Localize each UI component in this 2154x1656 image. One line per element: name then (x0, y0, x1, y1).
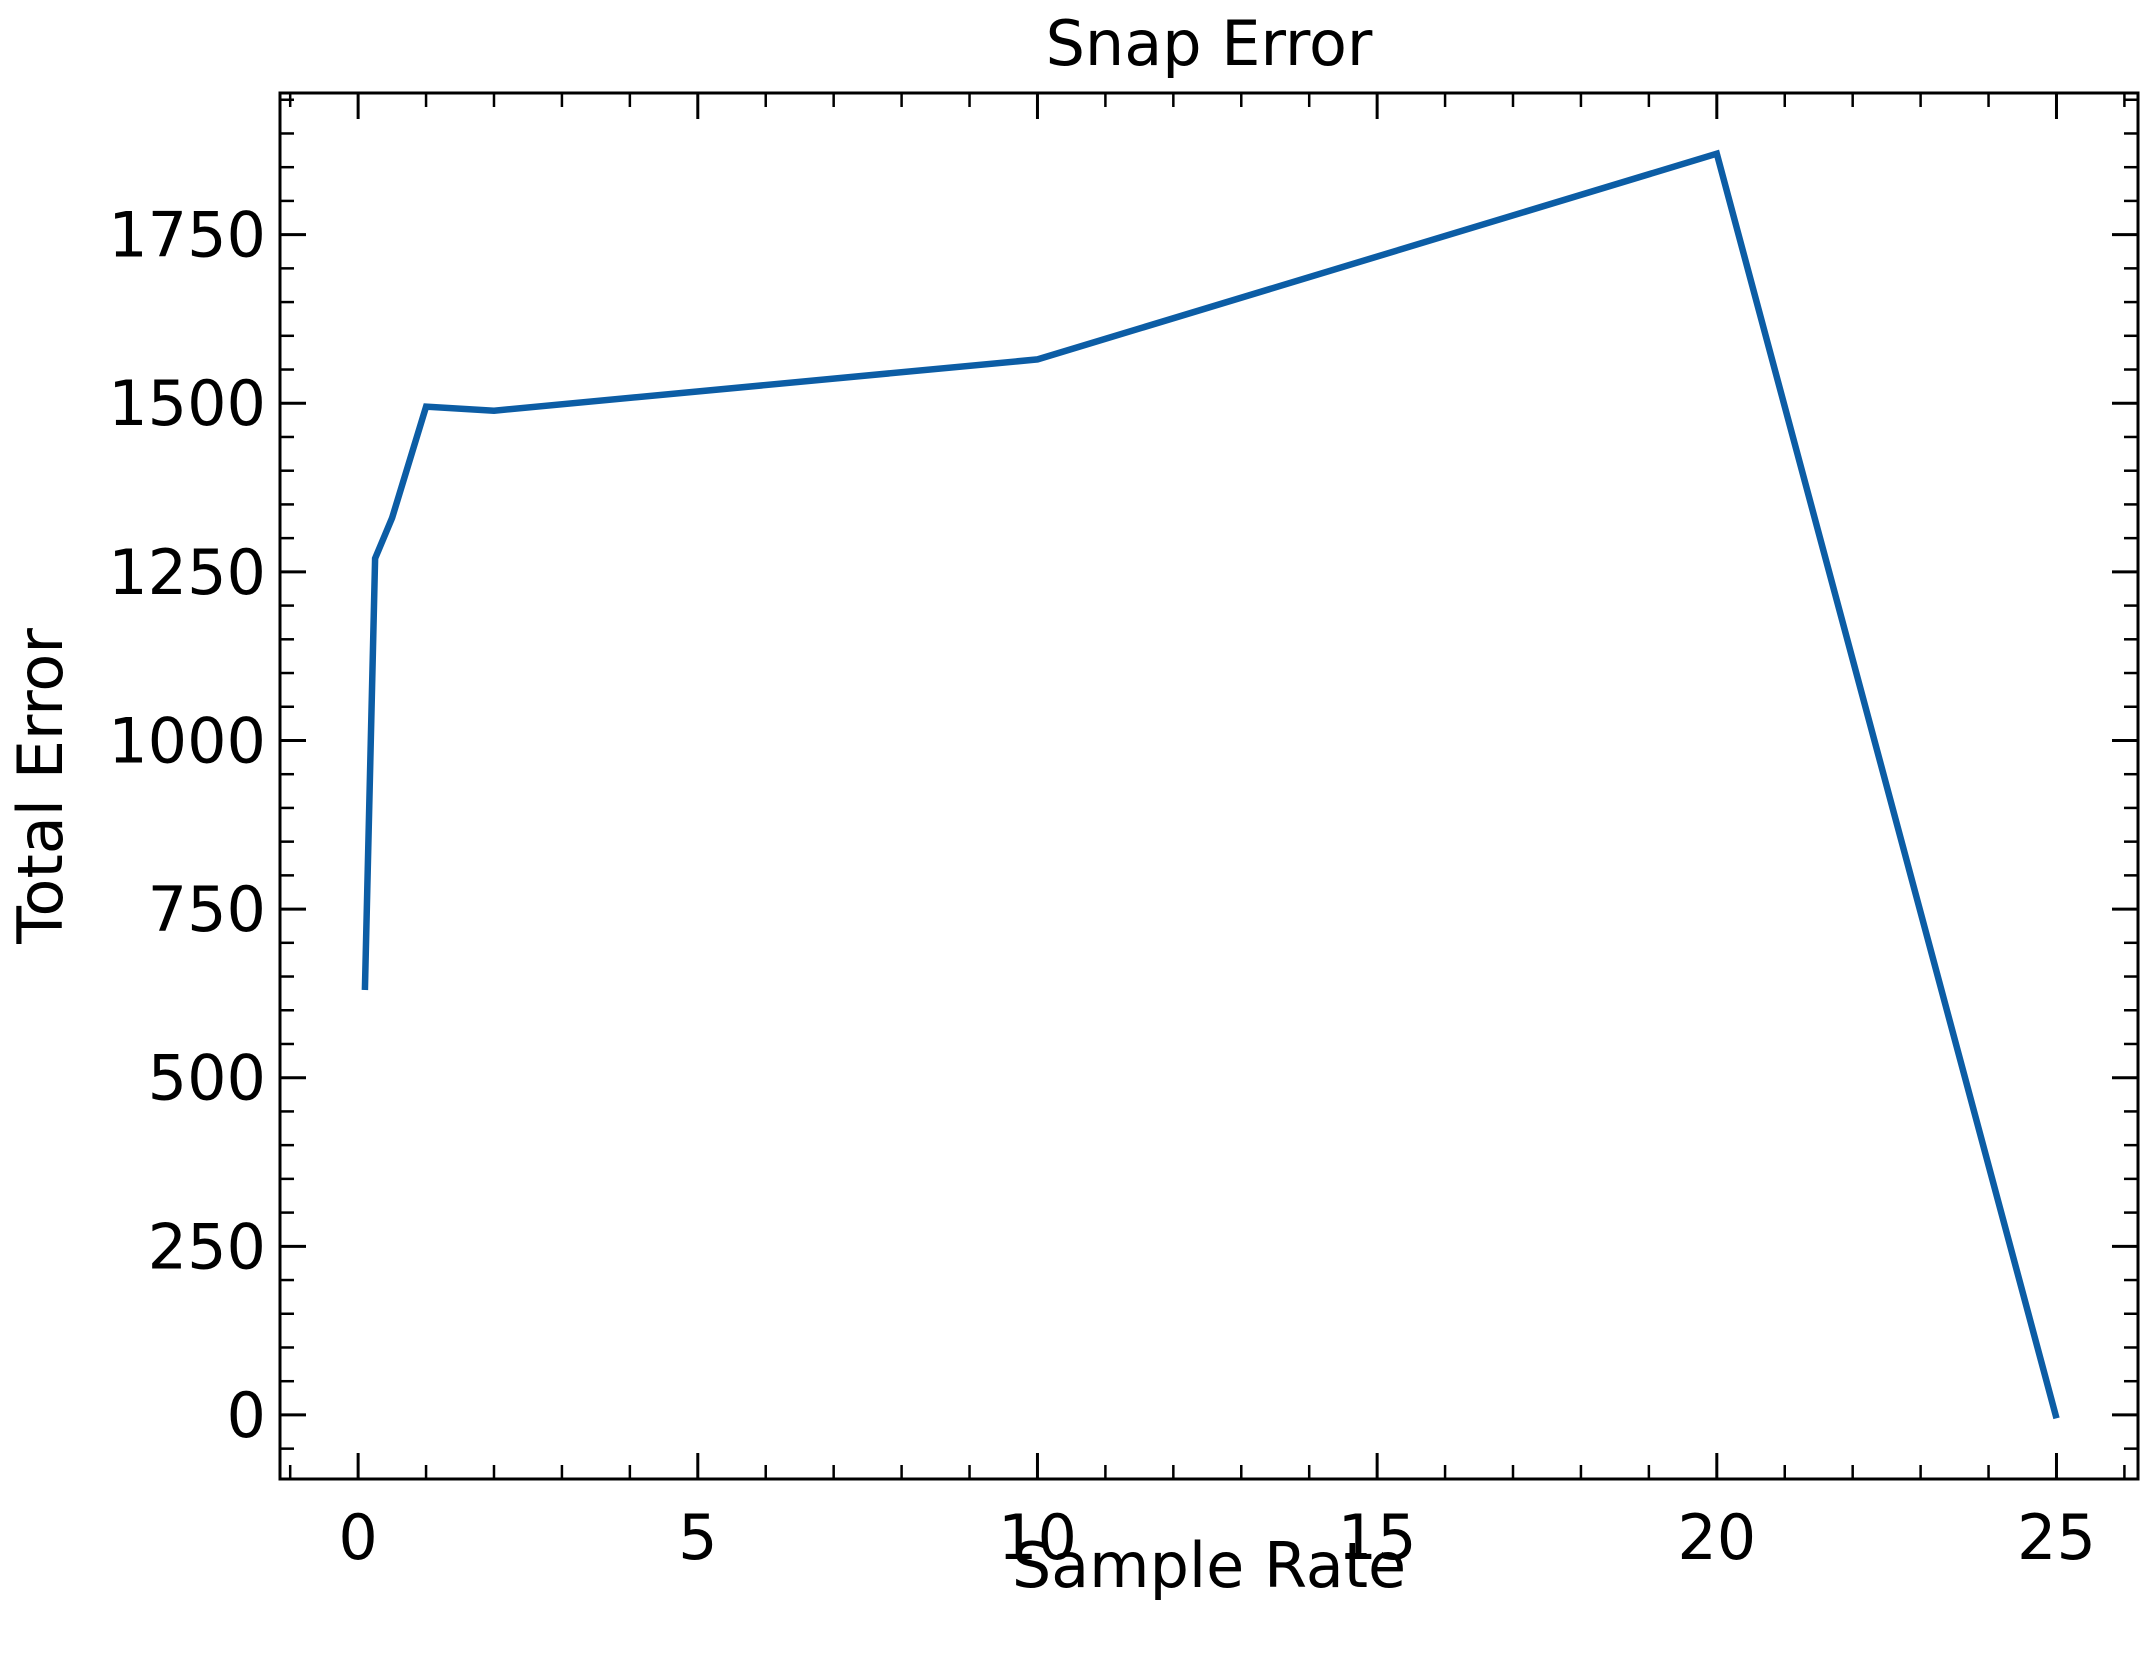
y-axis-title: Total Error (4, 628, 77, 945)
plot-background (280, 93, 2138, 1479)
y-tick-label: 1750 (108, 199, 266, 272)
major-ticks (280, 93, 2138, 1479)
x-tick-label: 5 (678, 1501, 717, 1574)
chart-title: Snap Error (1046, 7, 1373, 80)
y-tick-label: 250 (148, 1210, 266, 1283)
x-axis-title: Sample Rate (1012, 1529, 1406, 1602)
x-tick-label: 20 (1677, 1501, 1756, 1574)
y-tick-label: 500 (148, 1042, 266, 1115)
y-tick-label: 1000 (108, 704, 266, 777)
x-tick-label: 15 (1338, 1501, 1417, 1574)
x-tick-labels: 0 5 10 15 20 25 (338, 1501, 2096, 1574)
series-layer (361, 149, 2060, 1420)
y-tick-label: 1500 (108, 367, 266, 440)
x-tick-label: 0 (338, 1501, 377, 1574)
series-line (361, 149, 2060, 1420)
y-tick-label: 1250 (108, 536, 266, 609)
y-tick-labels: 0 250 500 750 1000 1250 1500 1750 (108, 199, 266, 1452)
minor-ticks (280, 93, 2138, 1479)
y-tick-label: 750 (148, 873, 266, 946)
plot-frame (278, 91, 2140, 1481)
y-tick-label: 0 (227, 1379, 266, 1452)
x-tick-label: 25 (2017, 1501, 2096, 1574)
x-tick-label: 10 (998, 1501, 1077, 1574)
